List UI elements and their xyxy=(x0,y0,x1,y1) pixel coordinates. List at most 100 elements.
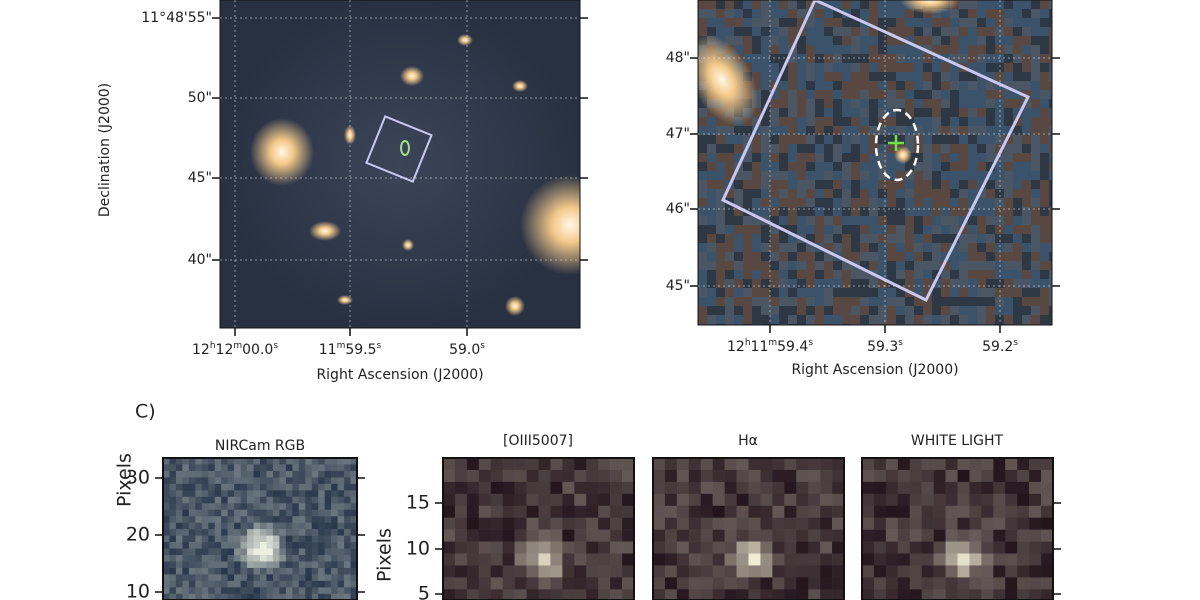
noise xyxy=(1049,315,1052,324)
pixel xyxy=(260,503,267,511)
noise xyxy=(968,99,977,108)
pixel xyxy=(337,567,345,575)
noise xyxy=(707,279,716,288)
pixel xyxy=(175,470,183,478)
noise xyxy=(1049,180,1052,189)
noise xyxy=(716,234,725,243)
noise xyxy=(986,297,995,306)
noise xyxy=(761,270,770,279)
noise xyxy=(950,207,959,216)
noise xyxy=(887,9,896,18)
pixel xyxy=(188,542,196,549)
noise xyxy=(833,108,842,117)
pixel xyxy=(337,522,345,530)
noise xyxy=(698,171,707,180)
noise xyxy=(968,27,977,36)
noise xyxy=(1004,234,1013,243)
noise xyxy=(761,189,770,198)
noise xyxy=(851,234,860,243)
pixel xyxy=(292,458,300,465)
noise xyxy=(878,90,887,99)
pixel xyxy=(550,505,563,518)
pixel xyxy=(574,553,587,566)
noise xyxy=(779,90,788,99)
noise xyxy=(707,144,716,153)
pixel xyxy=(175,574,183,582)
pixel xyxy=(247,567,254,575)
pixel xyxy=(574,505,587,518)
pixel xyxy=(260,580,267,588)
noise xyxy=(986,0,995,9)
noise xyxy=(770,18,779,27)
noise xyxy=(815,45,824,54)
pixel xyxy=(957,493,970,507)
noise xyxy=(878,207,887,216)
noise xyxy=(743,18,752,27)
noise xyxy=(968,261,977,270)
pixel xyxy=(175,509,183,517)
pixel xyxy=(175,535,183,543)
noise xyxy=(950,297,959,306)
noise xyxy=(833,72,842,81)
pixel xyxy=(260,567,267,575)
pixel xyxy=(664,458,678,471)
noise xyxy=(734,297,743,306)
noise xyxy=(1004,90,1013,99)
pixel xyxy=(808,505,821,518)
noise xyxy=(824,36,833,45)
noise xyxy=(833,243,842,252)
noise xyxy=(932,216,941,225)
pixel xyxy=(832,589,845,600)
noise xyxy=(986,225,995,234)
noise xyxy=(752,252,761,261)
number: 59.4 xyxy=(777,339,808,355)
pixel xyxy=(466,469,480,483)
noise xyxy=(815,216,824,225)
pixel xyxy=(324,561,332,569)
pixel xyxy=(195,535,203,543)
noise xyxy=(887,144,896,153)
pixel xyxy=(897,541,911,554)
pixel xyxy=(221,483,228,491)
pixel xyxy=(305,496,313,504)
noise xyxy=(743,315,752,324)
noise xyxy=(815,189,824,198)
pixel xyxy=(981,469,994,483)
noise xyxy=(1022,270,1031,279)
x-tick-label: 59.2s xyxy=(982,338,1018,356)
pixel xyxy=(350,464,358,472)
pixel xyxy=(260,496,267,504)
noise xyxy=(986,36,995,45)
pixel xyxy=(688,493,702,507)
noise xyxy=(1022,81,1031,90)
pixel xyxy=(921,541,934,554)
pixel xyxy=(688,553,702,566)
noise xyxy=(914,45,923,54)
pixel xyxy=(736,493,749,507)
pixel xyxy=(234,522,241,530)
pixel xyxy=(311,490,319,498)
pixel xyxy=(748,589,761,600)
pixel xyxy=(188,574,196,582)
pixel xyxy=(610,469,623,483)
noise xyxy=(1022,171,1031,180)
noise xyxy=(869,279,878,288)
noise xyxy=(887,81,896,90)
noise xyxy=(779,171,788,180)
noise xyxy=(752,117,761,126)
pixel xyxy=(279,561,287,569)
pixel xyxy=(279,464,287,472)
pixel xyxy=(1029,481,1042,495)
noise xyxy=(932,153,941,162)
noise xyxy=(851,270,860,279)
pixel xyxy=(897,565,911,578)
pixel xyxy=(586,458,599,471)
pixel xyxy=(163,477,170,485)
noise xyxy=(986,189,995,198)
noise xyxy=(752,27,761,36)
noise xyxy=(761,279,770,288)
pixel xyxy=(862,469,875,483)
noise xyxy=(851,27,860,36)
noise xyxy=(734,18,743,27)
noise xyxy=(770,189,779,198)
